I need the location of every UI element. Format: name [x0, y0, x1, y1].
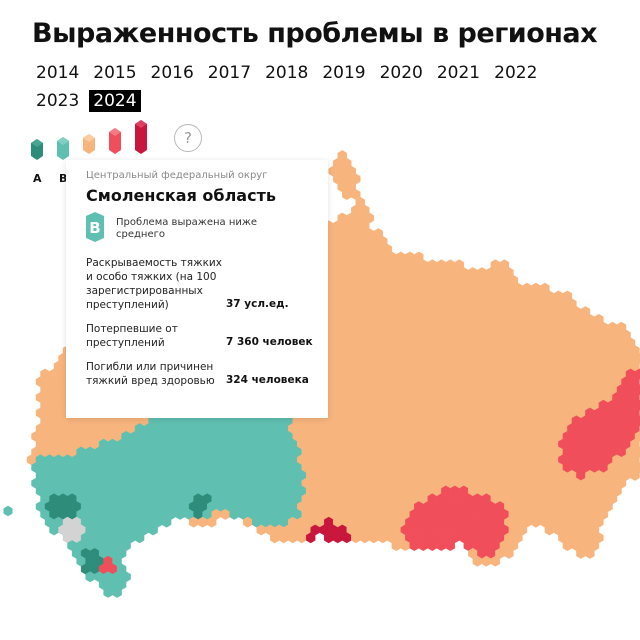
region-hex[interactable]: [148, 524, 158, 536]
year-selector: 2014 2015 2016 2017 2018 2019 2020 2021 2022 2023…: [32, 62, 552, 118]
tooltip-district: Центральный федеральный округ: [86, 170, 268, 181]
year-tab-2014[interactable]: 2014: [36, 63, 80, 83]
help-button[interactable]: ?: [174, 124, 202, 152]
grade-description: Проблема выражена ниже среднего: [116, 217, 258, 240]
metric-value-victims: 7 360 человек: [226, 336, 313, 348]
region-hex[interactable]: [161, 516, 172, 528]
year-tab-2024[interactable]: 2024: [89, 90, 141, 112]
metric-value-harm: 324 человека: [226, 374, 309, 386]
metric-label-victims: Потерпевшие от преступлений: [86, 323, 178, 349]
legend-bar-c[interactable]: [83, 134, 95, 154]
region-hex[interactable]: [504, 547, 514, 559]
year-tab-2016[interactable]: 2016: [150, 63, 194, 83]
legend-bar-b[interactable]: [57, 137, 69, 160]
grade-letter: В: [89, 219, 100, 237]
region-tooltip: Центральный федеральный округ Смоленская…: [66, 160, 328, 418]
metric-value-disclosure: 37 усл.ед.: [226, 298, 289, 310]
legend-bar-a[interactable]: [31, 139, 43, 160]
year-tab-2019[interactable]: 2019: [322, 63, 366, 83]
region-hex[interactable]: [306, 532, 316, 544]
metric-label-harm: Погибли или причинен тяжкий вред здоровь…: [86, 361, 215, 387]
legend-bar-e[interactable]: [135, 120, 147, 154]
year-tab-2022[interactable]: 2022: [494, 63, 538, 83]
legend-label-b: В: [59, 172, 68, 185]
legend-bars: [31, 120, 147, 160]
legend-bar-d[interactable]: [109, 128, 121, 154]
region-hex[interactable]: [134, 532, 145, 544]
tooltip-region-name: Смоленская область: [86, 186, 276, 205]
grade-b-badge: В: [86, 212, 104, 242]
region-hex[interactable]: [206, 516, 217, 528]
year-tab-2017[interactable]: 2017: [207, 63, 252, 83]
region-hex-exclave[interactable]: [3, 505, 13, 517]
year-tab-2020[interactable]: 2020: [379, 63, 423, 83]
page-title: Выраженность проблемы в регионах: [32, 18, 598, 49]
year-tab-2015[interactable]: 2015: [93, 63, 137, 83]
region-hex[interactable]: [445, 540, 455, 552]
metric-label-disclosure: Раскрываемость тяжких и особо тяжких (на…: [86, 257, 222, 311]
year-tab-2018[interactable]: 2018: [265, 63, 309, 83]
year-tab-2023[interactable]: 2023: [36, 91, 80, 111]
region-hex[interactable]: [585, 547, 595, 559]
year-tab-2021[interactable]: 2021: [436, 63, 481, 83]
region-hex[interactable]: [490, 555, 501, 567]
region-hex[interactable]: [112, 586, 122, 598]
legend-label-a: А: [33, 172, 42, 185]
